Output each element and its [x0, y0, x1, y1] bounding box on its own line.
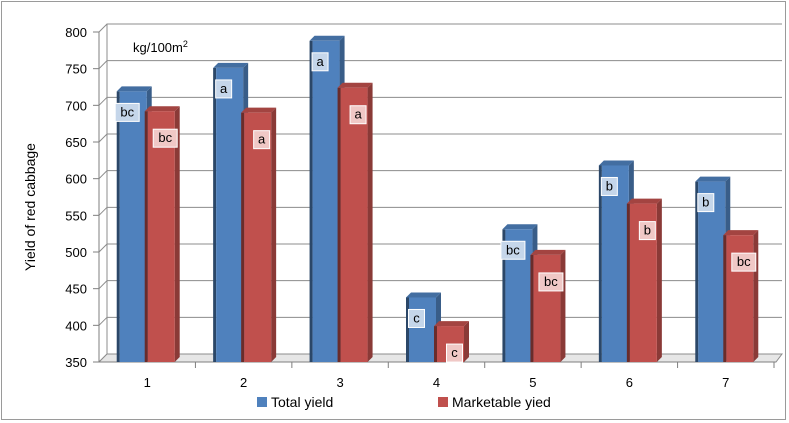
gridline: [98, 170, 782, 180]
svg-text:b: b: [702, 195, 709, 210]
x-axis-labels: 1 2 3 4 5 6 7: [144, 362, 775, 390]
y-tick-label: 400: [65, 318, 87, 333]
gridline: [98, 280, 782, 290]
gridline: [98, 206, 782, 216]
significance-label: b: [697, 193, 715, 213]
svg-text:bc: bc: [544, 274, 558, 289]
y-tick-label: 750: [65, 62, 87, 77]
x-tick-label: 7: [722, 375, 729, 390]
significance-label: a: [253, 130, 271, 150]
legend-label: Marketable yied: [452, 394, 551, 410]
y-tick-label: 600: [65, 172, 87, 187]
svg-text:c: c: [451, 345, 458, 360]
legend-swatch: [438, 397, 448, 407]
significance-label: b: [600, 176, 618, 196]
x-tick-label: 4: [433, 375, 440, 390]
svg-text:bc: bc: [120, 104, 134, 119]
y-axis: 350 400 450 500 550 600 650 700 750 800: [65, 25, 776, 370]
gridline: [98, 96, 782, 106]
svg-text:bc: bc: [506, 242, 520, 257]
svg-text:bc: bc: [737, 254, 751, 269]
svg-text:b: b: [606, 178, 613, 193]
significance-label: a: [215, 79, 233, 99]
svg-text:a: a: [316, 54, 324, 69]
svg-text:a: a: [258, 132, 266, 147]
x-tick-label: 5: [529, 375, 536, 390]
y-tick-label: 550: [65, 208, 87, 223]
legend: Total yield Marketable yied: [257, 394, 551, 410]
x-tick-label: 1: [144, 375, 151, 390]
y-tick-label: 700: [65, 98, 87, 113]
y-tick-label: 350: [65, 355, 87, 370]
bar-marketable-yield: [723, 230, 759, 362]
y-tick-label: 450: [65, 282, 87, 297]
svg-text:a: a: [220, 81, 228, 96]
svg-text:b: b: [644, 223, 651, 238]
x-tick-label: 6: [626, 375, 633, 390]
unit-superscript: 2: [183, 39, 188, 49]
legend-label: Total yield: [271, 394, 333, 410]
bar-marketable-yield: [241, 107, 277, 363]
bars: bc bc a a a a c c bc bc b b b bc: [114, 35, 759, 363]
significance-label: bc: [538, 272, 564, 292]
significance-label: c: [446, 343, 463, 363]
legend-swatch: [257, 397, 267, 407]
svg-text:c: c: [413, 310, 420, 325]
gridline: [98, 133, 782, 143]
significance-label: b: [638, 221, 656, 241]
legend-item-total-yield: Total yield: [257, 394, 333, 410]
unit-label-text: kg/100m: [133, 40, 183, 55]
y-tick-label: 500: [65, 245, 87, 260]
bar-marketable-yield: [337, 82, 373, 362]
x-tick-label: 2: [240, 375, 247, 390]
significance-label: bc: [500, 240, 526, 260]
significance-label: c: [408, 308, 425, 328]
legend-item-marketable-yield: Marketable yied: [438, 394, 551, 410]
gridline: [98, 243, 782, 253]
significance-label: a: [311, 52, 329, 72]
bar-marketable-yield: [530, 249, 566, 362]
svg-text:bc: bc: [158, 130, 172, 145]
bar-marketable-yield: [144, 106, 180, 362]
y-tick-label: 800: [65, 25, 87, 40]
gridline: [98, 23, 782, 33]
significance-label: a: [349, 105, 367, 125]
y-tick-label: 650: [65, 135, 87, 150]
svg-text:a: a: [354, 107, 362, 122]
gridlines: [98, 23, 782, 363]
unit-label: kg/100m2: [133, 39, 188, 55]
significance-label: bc: [731, 252, 757, 272]
significance-label: bc: [152, 128, 178, 148]
x-tick-label: 3: [336, 375, 343, 390]
gridline: [98, 60, 782, 70]
y-axis-title: Yield of red cabbage: [22, 143, 38, 271]
significance-label: bc: [114, 102, 140, 122]
